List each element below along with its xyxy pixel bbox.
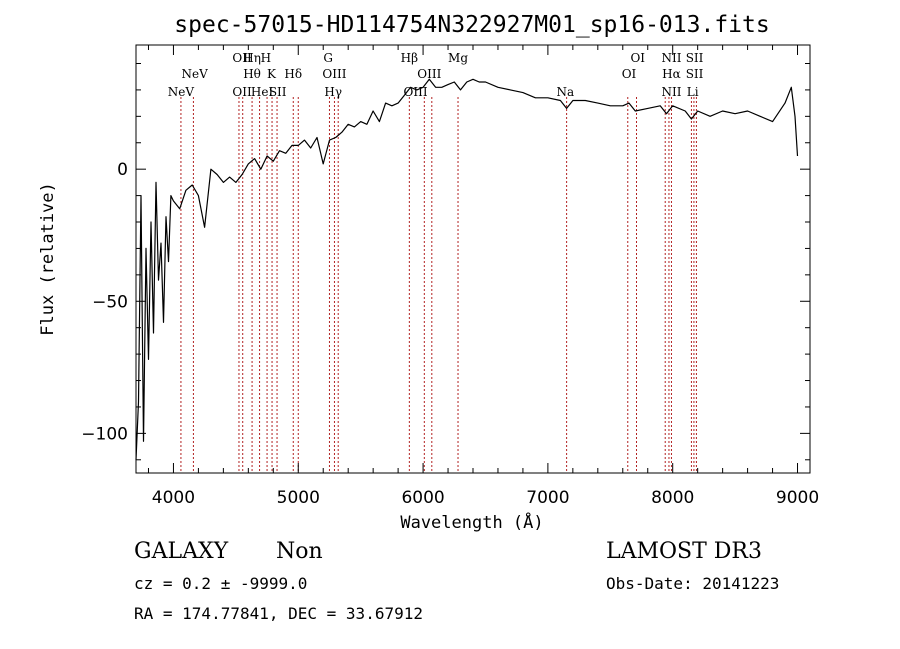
spectral-line-label: Na [557,85,575,99]
x-tick-label: 7000 [526,488,569,508]
series-layer [135,78,799,460]
line-marker-layer [180,97,697,473]
spectral-line-label: SII [269,85,287,99]
spectral-line-label: Hθ [243,67,261,81]
spectral-line-label: NeV [182,67,209,81]
x-tick-label: 5000 [277,488,320,508]
spectral-line-label: OI [630,51,645,65]
spectral-line-label: Li [687,85,699,99]
spectral-line-label: OIII [417,67,441,81]
y-axis-label: Flux (relative) [38,182,58,336]
spectral-line-label: K [267,67,277,81]
object-class: GALAXY [134,539,229,564]
spectral-line-label: G [323,51,333,65]
survey-name: LAMOST DR3 [606,539,762,564]
spectral-line-label: OII [232,85,252,99]
spectral-line-label: NeV [168,85,195,99]
chart-title: spec-57015-HD114754N322927M01_sp16-013.f… [174,12,769,38]
tick-layer: 4000 5000 6000 7000 8000 9000 0 −50 −100 [81,45,819,508]
spectral-line-label: OIII [404,85,428,99]
spectral-line-label: OII [232,51,252,65]
y-tick-label: 0 [117,160,128,180]
redshift-text: cz = 0.2 ± -9999.0 [134,574,307,593]
spectral-line-label: NII [661,51,681,65]
x-tick-label: 8000 [651,488,694,508]
obs-date-text: Obs-Date: 20141223 [606,574,779,593]
y-tick-label: −100 [81,424,128,444]
spectral-line-label: HeI [251,85,274,99]
x-axis-label: Wavelength (Å) [400,511,543,533]
coordinates-text: RA = 174.77841, DEC = 33.67912 [134,604,423,623]
spectrum-line [135,78,799,460]
object-subclass: Non [276,539,323,564]
spectral-line-label: Hδ [284,67,302,81]
line-label-layer: NeVNeVOIIOIIHηHθHeIHKSIIHδGOIIIHγHβOIIIO… [168,51,704,99]
spectral-line-label: Hγ [324,85,342,99]
spectral-line-label: OIII [322,67,346,81]
spectral-line-label: SII [686,67,704,81]
spectral-line-label: OI [622,67,637,81]
plot-frame [135,44,811,474]
x-tick-label: 6000 [401,488,444,508]
x-tick-label: 4000 [152,488,195,508]
spectral-line-label: Hα [662,67,681,81]
y-tick-label: −50 [92,292,128,312]
spectral-line-label: H [261,51,271,65]
spectral-line-label: Mg [448,51,468,65]
spectral-line-label: SII [686,51,704,65]
spectral-line-label: Hβ [401,51,418,65]
spectral-line-label: Hη [243,51,261,65]
spectral-line-label: NII [661,85,681,99]
x-tick-label: 9000 [776,488,819,508]
